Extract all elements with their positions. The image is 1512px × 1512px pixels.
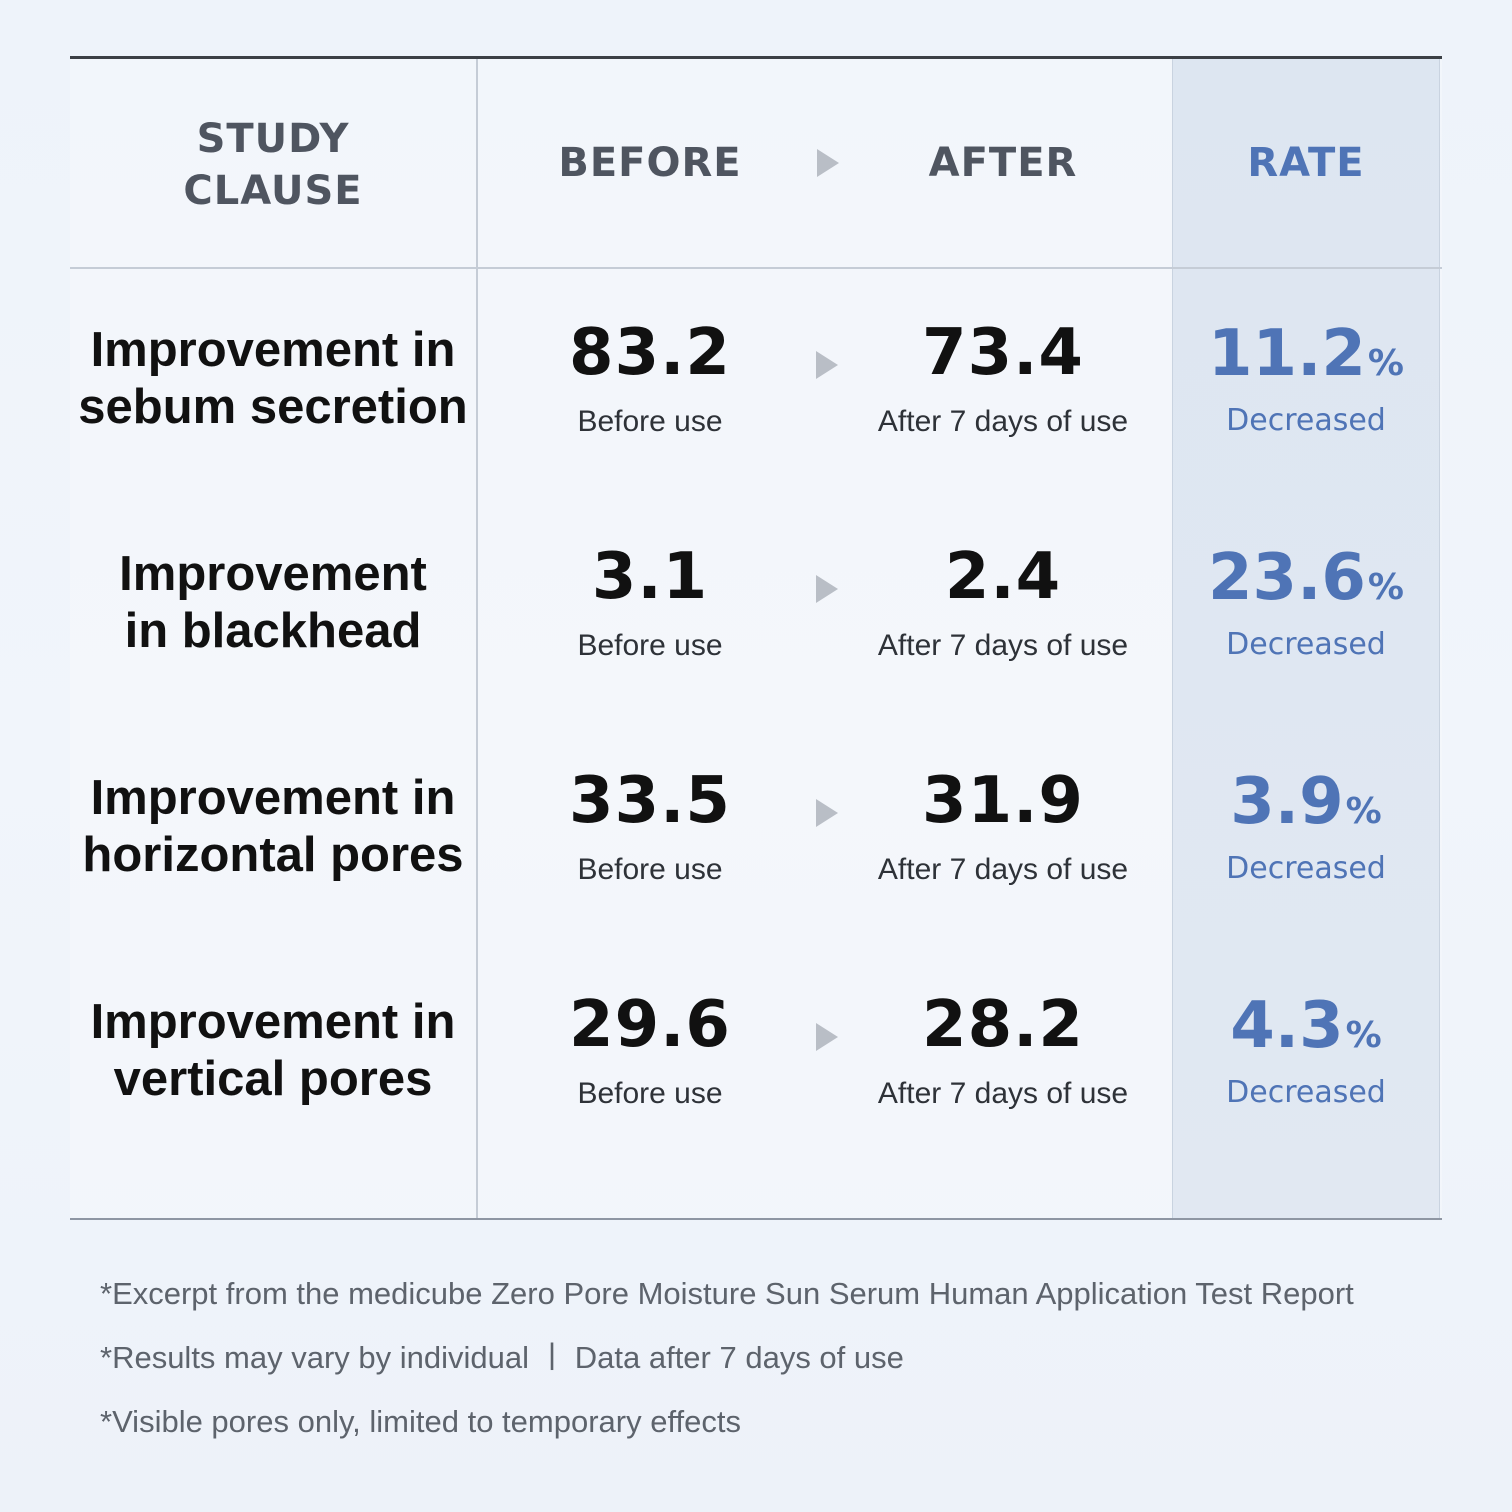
after-cell: 28.2 After 7 days of use xyxy=(858,939,1148,1163)
header-divider xyxy=(70,267,1442,269)
clause-line2: horizontal pores xyxy=(82,828,464,882)
before-value: 83.2 xyxy=(569,316,731,390)
table-row: Improvement in horizontal pores 33.5 Bef… xyxy=(70,715,1442,939)
header-arrow xyxy=(798,59,858,267)
after-cell: 73.4 After 7 days of use xyxy=(858,267,1148,491)
rate-cell: 23.6% Decreased xyxy=(1172,491,1440,715)
after-label: After 7 days of use xyxy=(877,629,1129,662)
before-cell: 3.1 Before use xyxy=(476,491,824,715)
before-value: 3.1 xyxy=(591,540,709,614)
after-cell: 31.9 After 7 days of use xyxy=(858,715,1148,939)
after-value: 73.4 xyxy=(922,316,1084,390)
before-cell: 29.6 Before use xyxy=(476,939,824,1163)
rate-label: Decreased xyxy=(1226,1075,1386,1110)
clause-line2: sebum secretion xyxy=(78,380,468,434)
rate-value-group: 11.2% xyxy=(1208,322,1404,386)
before-label: Before use xyxy=(577,629,723,662)
after-label: After 7 days of use xyxy=(877,853,1129,886)
study-clause: Improvement in vertical pores xyxy=(70,939,476,1163)
clause-line1: Improvement xyxy=(119,547,427,602)
rate-cell: 11.2% Decreased xyxy=(1172,267,1440,491)
before-label: Before use xyxy=(577,853,723,886)
footnote-disclaimer: *Results may vary by individual ㅣ Data a… xyxy=(100,1340,904,1375)
table-row: Improvement in sebum secretion 83.2 Befo… xyxy=(70,267,1442,491)
rate-unit: % xyxy=(1367,343,1404,384)
rate-value: 23.6 xyxy=(1208,541,1366,615)
before-label: Before use xyxy=(577,1077,723,1110)
header-clause-line2: CLAUSE xyxy=(183,168,363,214)
footnote-source: *Excerpt from the medicube Zero Pore Moi… xyxy=(100,1276,1354,1311)
rate-unit: % xyxy=(1367,567,1404,608)
clause-line2: in blackhead xyxy=(124,604,422,658)
after-cell: 2.4 After 7 days of use xyxy=(858,491,1148,715)
rate-value-group: 4.3% xyxy=(1230,994,1381,1058)
clause-line1: Improvement in xyxy=(90,323,456,378)
rate-value: 4.3 xyxy=(1230,989,1344,1063)
before-value: 29.6 xyxy=(569,988,731,1062)
rate-value: 3.9 xyxy=(1230,765,1344,839)
study-clause: Improvement in horizontal pores xyxy=(70,715,476,939)
arrow-right-icon xyxy=(816,1023,838,1051)
rate-label: Decreased xyxy=(1226,403,1386,438)
after-value: 2.4 xyxy=(944,540,1062,614)
rate-cell: 4.3% Decreased xyxy=(1172,939,1440,1163)
rate-label: Decreased xyxy=(1226,627,1386,662)
header-study-clause: STUDY CLAUSE xyxy=(70,59,476,267)
rate-value-group: 23.6% xyxy=(1208,546,1404,610)
footnote-limitation: *Visible pores only, limited to temporar… xyxy=(100,1404,741,1439)
table-header: STUDY CLAUSE BEFORE AFTER RATE xyxy=(70,59,1442,267)
after-label: After 7 days of use xyxy=(877,1077,1129,1110)
footnotes: *Excerpt from the medicube Zero Pore Moi… xyxy=(100,1270,1440,1462)
rate-column-highlight xyxy=(1172,59,1440,1218)
row-arrow xyxy=(816,939,838,1163)
before-value: 33.5 xyxy=(569,764,731,838)
row-arrow xyxy=(816,491,838,715)
table-row: Improvement in vertical pores 29.6 Befor… xyxy=(70,939,1442,1163)
header-rate: RATE xyxy=(1247,140,1365,186)
results-table: STUDY CLAUSE BEFORE AFTER RATE Improveme… xyxy=(70,56,1442,1220)
row-arrow xyxy=(816,715,838,939)
before-label: Before use xyxy=(577,405,723,438)
after-value: 28.2 xyxy=(922,988,1084,1062)
arrow-right-icon xyxy=(817,149,839,177)
arrow-right-icon xyxy=(816,575,838,603)
clause-line1: Improvement in xyxy=(90,771,456,826)
table-row: Improvement in blackhead 3.1 Before use … xyxy=(70,491,1442,715)
header-before: BEFORE xyxy=(558,140,742,186)
column-divider xyxy=(476,59,478,1218)
arrow-right-icon xyxy=(816,351,838,379)
before-cell: 33.5 Before use xyxy=(476,715,824,939)
study-clause: Improvement in blackhead xyxy=(70,491,476,715)
rate-label: Decreased xyxy=(1226,851,1386,886)
rate-unit: % xyxy=(1345,791,1382,832)
arrow-right-icon xyxy=(816,799,838,827)
study-clause: Improvement in sebum secretion xyxy=(70,267,476,491)
rate-unit: % xyxy=(1345,1015,1382,1056)
after-value: 31.9 xyxy=(922,764,1084,838)
rate-value-group: 3.9% xyxy=(1230,770,1381,834)
header-after: AFTER xyxy=(928,140,1078,186)
clause-line1: Improvement in xyxy=(90,995,456,1050)
after-label: After 7 days of use xyxy=(877,405,1129,438)
clause-line2: vertical pores xyxy=(113,1052,433,1106)
rate-value: 11.2 xyxy=(1208,317,1366,391)
rate-cell: 3.9% Decreased xyxy=(1172,715,1440,939)
before-cell: 83.2 Before use xyxy=(476,267,824,491)
row-arrow xyxy=(816,267,838,491)
header-clause-line1: STUDY xyxy=(196,116,350,162)
